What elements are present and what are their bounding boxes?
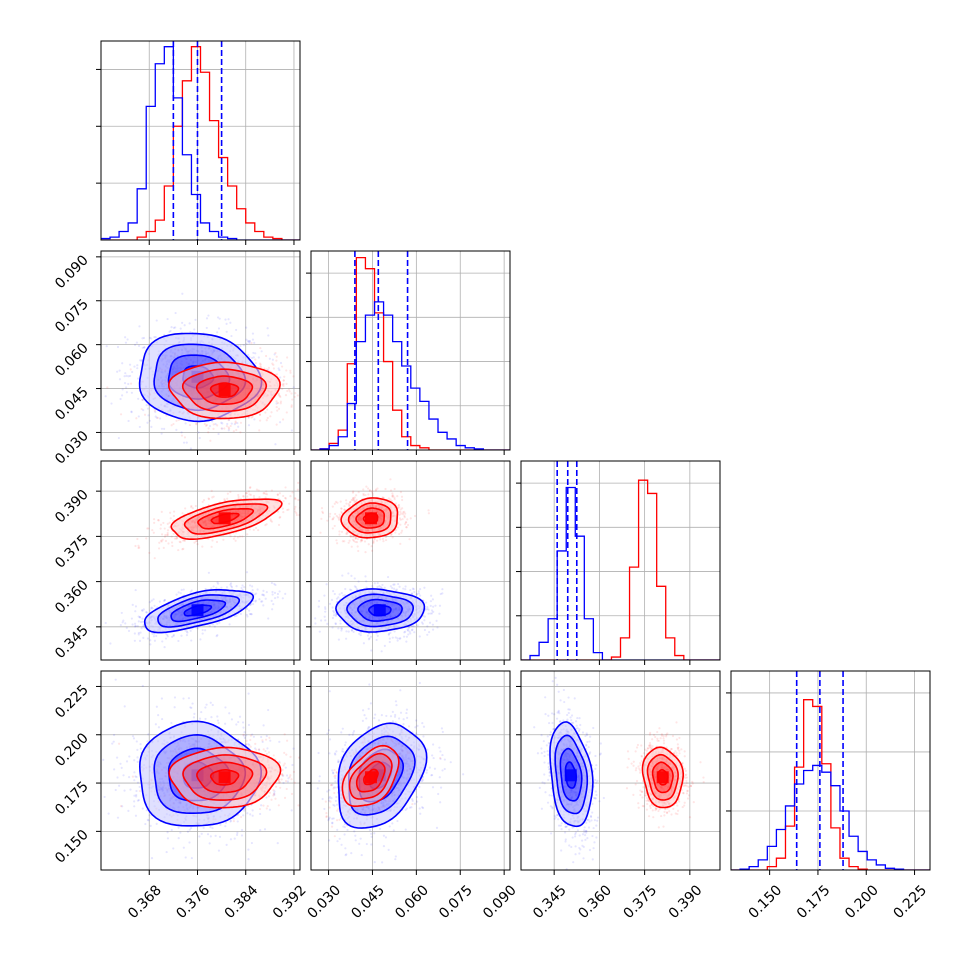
pair-panel-2-0 — [101, 461, 300, 660]
x-tick-label: 0.060 — [392, 882, 432, 922]
x-tick-label: 0.200 — [842, 882, 882, 922]
hist-panel-3 — [726, 671, 930, 870]
hist-series-a — [101, 46, 300, 240]
panel-frame — [100, 250, 301, 451]
y-tick-label: 0.225 — [52, 682, 92, 722]
x-tick-label: 0.384 — [222, 882, 262, 922]
panel-frame — [520, 670, 721, 871]
x-tick-label: 0.175 — [794, 882, 834, 922]
hist-series-a — [521, 486, 720, 660]
y-tick-label: 0.045 — [52, 384, 92, 424]
x-tick-label: 0.360 — [575, 882, 615, 922]
contour-lines-b — [641, 746, 684, 809]
hist-panel-0 — [96, 41, 300, 240]
hist-panel-1 — [306, 251, 510, 450]
density-fill-a — [144, 589, 254, 633]
x-tick-label: 0.090 — [480, 882, 520, 922]
x-tick-label: 0.225 — [890, 882, 930, 922]
pair-panel-3-2 — [521, 671, 720, 870]
pair-panel-3-0 — [101, 671, 300, 870]
panel-frame — [310, 460, 511, 661]
hist-panel-2 — [516, 461, 720, 660]
panel-frame — [310, 250, 511, 451]
x-tick-label: 0.375 — [621, 882, 661, 922]
y-tick-label: 0.200 — [52, 730, 92, 770]
y-tick-label: 0.150 — [52, 827, 92, 867]
contour-lines-a — [143, 588, 255, 634]
y-tick-label: 0.060 — [52, 340, 92, 380]
y-tick-label: 0.075 — [52, 296, 92, 336]
x-tick-label: 0.392 — [270, 882, 310, 922]
panel-frame — [100, 460, 301, 661]
hist-series-a — [731, 764, 930, 870]
contour-lines-b — [341, 744, 400, 807]
density-fill-b — [171, 499, 282, 540]
x-tick-label: 0.150 — [746, 882, 786, 922]
x-tick-label: 0.390 — [666, 882, 706, 922]
hist-series-b — [521, 479, 720, 660]
density-fill-b — [342, 745, 399, 807]
contour-lines-a — [335, 588, 426, 633]
x-tick-label: 0.030 — [305, 882, 345, 922]
hist-series-b — [311, 256, 510, 450]
y-tick-label: 0.090 — [52, 252, 92, 292]
y-tick-label: 0.030 — [52, 428, 92, 468]
panel-frame — [310, 670, 511, 871]
contour-lines-b — [168, 746, 282, 809]
y-tick-label: 0.390 — [52, 487, 92, 527]
hist-series-b — [731, 699, 930, 870]
panel-frame — [100, 40, 301, 241]
contour-lines-b — [167, 361, 281, 420]
contour-lines-a — [549, 721, 594, 828]
y-tick-label: 0.375 — [52, 532, 92, 572]
contour-lines-b — [170, 498, 283, 540]
hist-series-b — [101, 46, 300, 240]
panel-frame — [730, 670, 931, 871]
panel-frame — [100, 670, 301, 871]
y-tick-label: 0.175 — [52, 779, 92, 819]
x-tick-label: 0.368 — [125, 882, 165, 922]
x-tick-label: 0.345 — [530, 882, 570, 922]
pair-panel-2-1 — [311, 461, 510, 660]
hist-series-a — [311, 301, 510, 450]
pair-panel-1-0 — [101, 251, 300, 450]
y-tick-label: 0.360 — [52, 577, 92, 617]
panel-frame — [520, 460, 721, 661]
x-tick-label: 0.075 — [436, 882, 476, 922]
x-tick-label: 0.376 — [173, 882, 213, 922]
x-tick-label: 0.045 — [348, 882, 388, 922]
contour-lines-b — [340, 497, 399, 539]
pair-panel-3-1 — [311, 671, 510, 870]
y-tick-label: 0.345 — [52, 622, 92, 662]
